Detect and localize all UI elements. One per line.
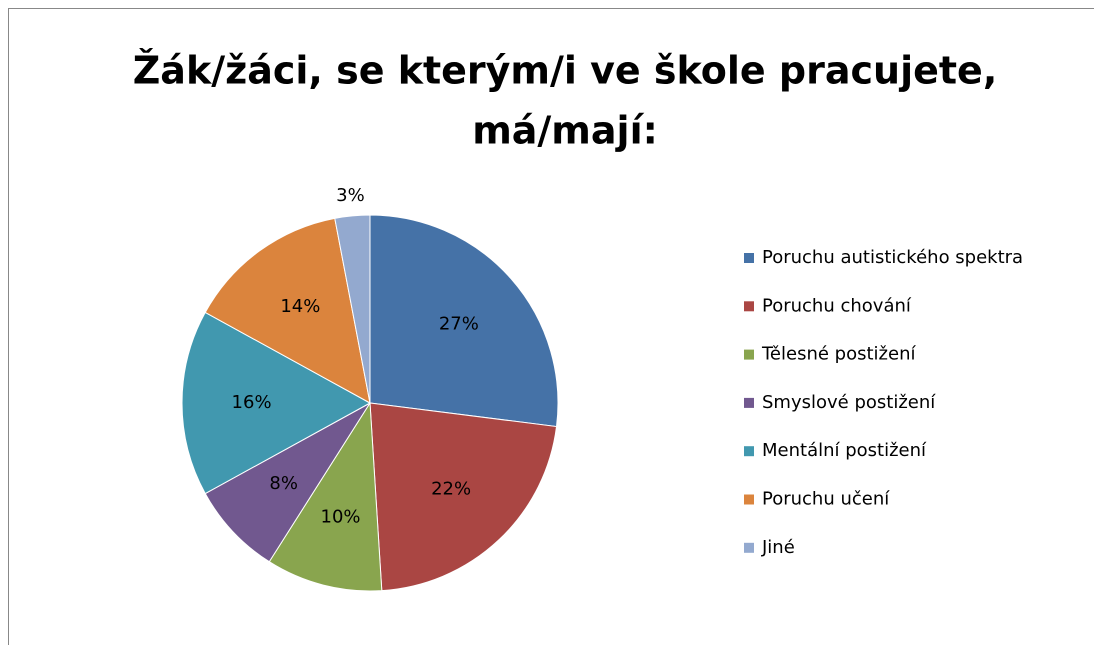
data-label: 22% bbox=[431, 478, 471, 499]
data-label: 10% bbox=[321, 507, 361, 528]
pie-slice bbox=[334, 214, 371, 404]
legend-swatch bbox=[744, 542, 754, 553]
data-label: 14% bbox=[280, 296, 320, 317]
legend-swatch bbox=[744, 253, 754, 263]
legend-label: Mentální postižení bbox=[762, 440, 927, 461]
pie-slice bbox=[204, 402, 371, 563]
data-label: 8% bbox=[269, 473, 298, 494]
chart-frame bbox=[8, 8, 1094, 645]
data-label: 3% bbox=[336, 185, 365, 206]
pie-slice bbox=[181, 311, 372, 495]
pie-slice bbox=[268, 401, 383, 592]
legend-label: Poruchu autistického spektra bbox=[762, 247, 1023, 268]
data-label: 16% bbox=[232, 392, 272, 413]
legend-label: Tělesné postižení bbox=[761, 344, 916, 365]
pie-slice bbox=[204, 217, 371, 404]
legend-label: Poruchu učení bbox=[762, 489, 890, 510]
pie-slice bbox=[369, 214, 559, 428]
legend-swatch bbox=[744, 349, 754, 360]
legend-swatch bbox=[744, 397, 754, 408]
legend-label: Smyslové postižení bbox=[762, 392, 936, 413]
pie-slice bbox=[369, 402, 558, 592]
legend-swatch bbox=[744, 446, 754, 457]
chart-title: má/mají: bbox=[472, 109, 658, 153]
legend-swatch bbox=[744, 301, 754, 312]
data-label: 27% bbox=[439, 314, 479, 335]
legend-label: Jiné bbox=[761, 537, 795, 558]
legend-label: Poruchu chování bbox=[762, 295, 912, 316]
chart-title: Žák/žáci, se kterým/i ve škole pracujete… bbox=[133, 49, 998, 93]
legend-swatch bbox=[744, 494, 754, 505]
